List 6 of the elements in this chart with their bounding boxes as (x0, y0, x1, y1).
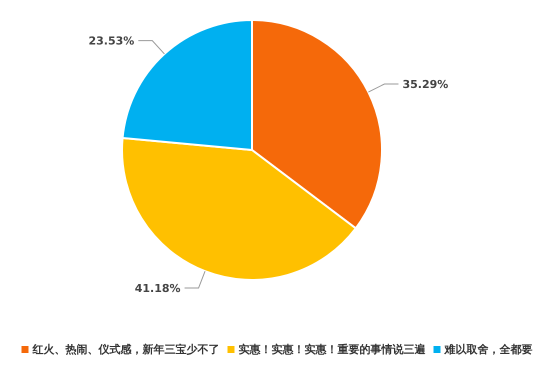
data-label: 23.53% (88, 34, 134, 48)
legend-label: 红火、热闹、仪式感，新年三宝少不了 (32, 343, 220, 356)
legend-label: 实惠！实惠！实惠！重要的事情说三遍 (238, 343, 426, 356)
data-label: 35.29% (402, 78, 448, 92)
legend-label: 难以取舍，全都要 (444, 343, 532, 356)
data-label: 41.18% (134, 282, 181, 296)
